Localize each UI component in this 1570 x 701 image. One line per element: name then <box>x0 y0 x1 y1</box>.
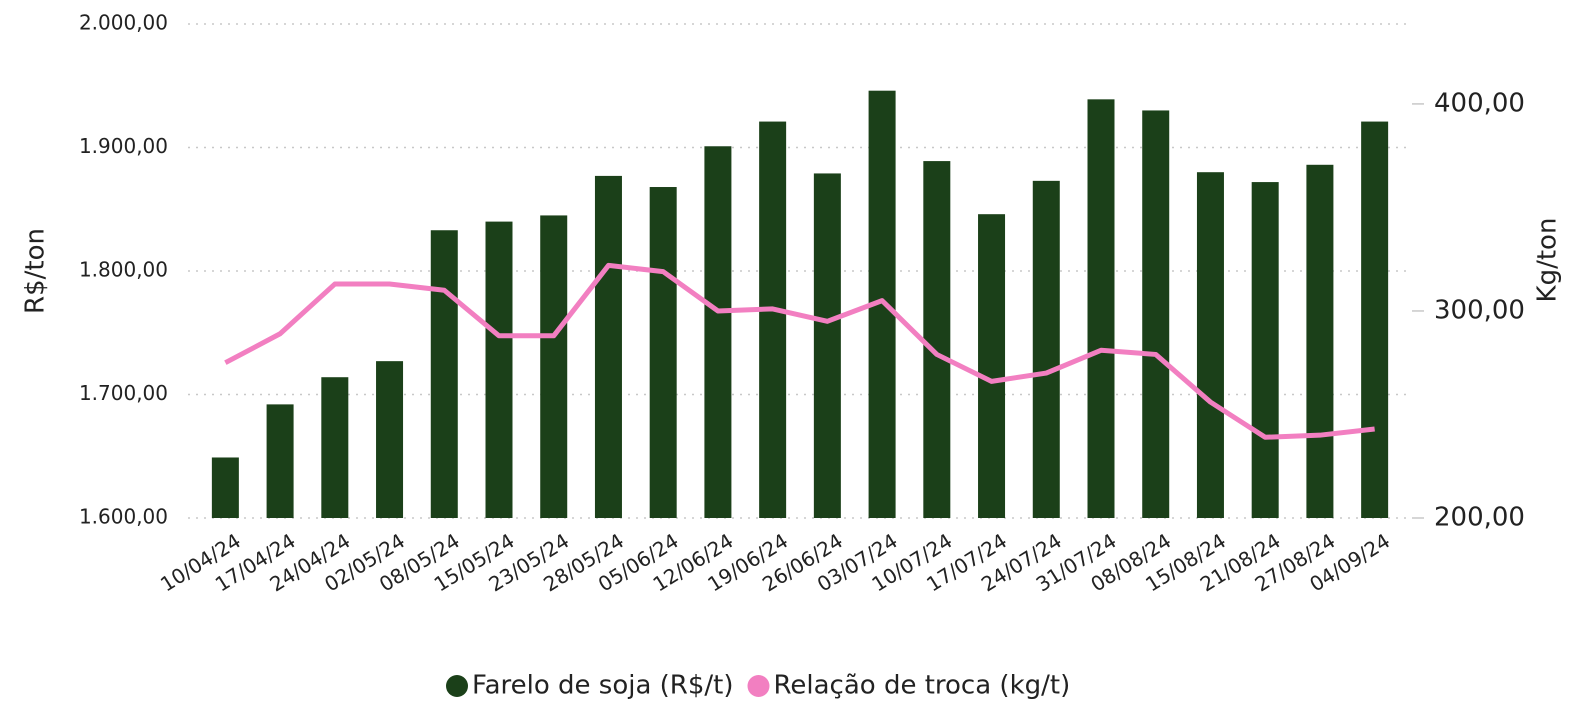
legend-label: Farelo de soja (R$/t) <box>472 671 734 701</box>
bar <box>321 377 349 518</box>
y2-axis-title: Kg/ton <box>1533 218 1563 303</box>
y-tick-label: 1.600,00 <box>79 505 168 529</box>
bar <box>430 230 458 518</box>
y-tick-label: 2.000,00 <box>79 11 168 35</box>
bar <box>266 404 294 518</box>
y2-tick-label: 200,00 <box>1434 503 1525 533</box>
bar <box>1306 164 1334 519</box>
y-axis-title: R$/ton <box>21 228 51 314</box>
bar <box>813 173 841 518</box>
bar <box>540 215 568 519</box>
bar <box>1251 182 1279 518</box>
bar <box>376 361 404 518</box>
legend-marker <box>747 675 770 697</box>
legend-marker <box>446 675 468 697</box>
bar <box>978 214 1006 518</box>
bar <box>485 221 513 518</box>
y-tick-label: 1.700,00 <box>79 381 168 405</box>
bar <box>1087 99 1115 519</box>
bar <box>704 146 732 518</box>
y-tick-label: 1.800,00 <box>79 258 168 282</box>
line <box>224 262 1375 440</box>
bar <box>649 187 677 518</box>
bar <box>594 175 622 518</box>
bar <box>1196 172 1224 518</box>
y2-tick-label: 400,00 <box>1434 88 1525 118</box>
bar <box>1361 121 1389 518</box>
y2-tick-label: 300,00 <box>1434 295 1525 325</box>
bar <box>211 457 239 518</box>
y-tick-label: 1.900,00 <box>79 134 168 158</box>
bar <box>1142 110 1170 518</box>
legend-label: Relação de troca (kg/t) <box>774 671 1071 701</box>
bar <box>1032 180 1060 518</box>
bar <box>759 121 787 518</box>
bar <box>923 161 951 518</box>
